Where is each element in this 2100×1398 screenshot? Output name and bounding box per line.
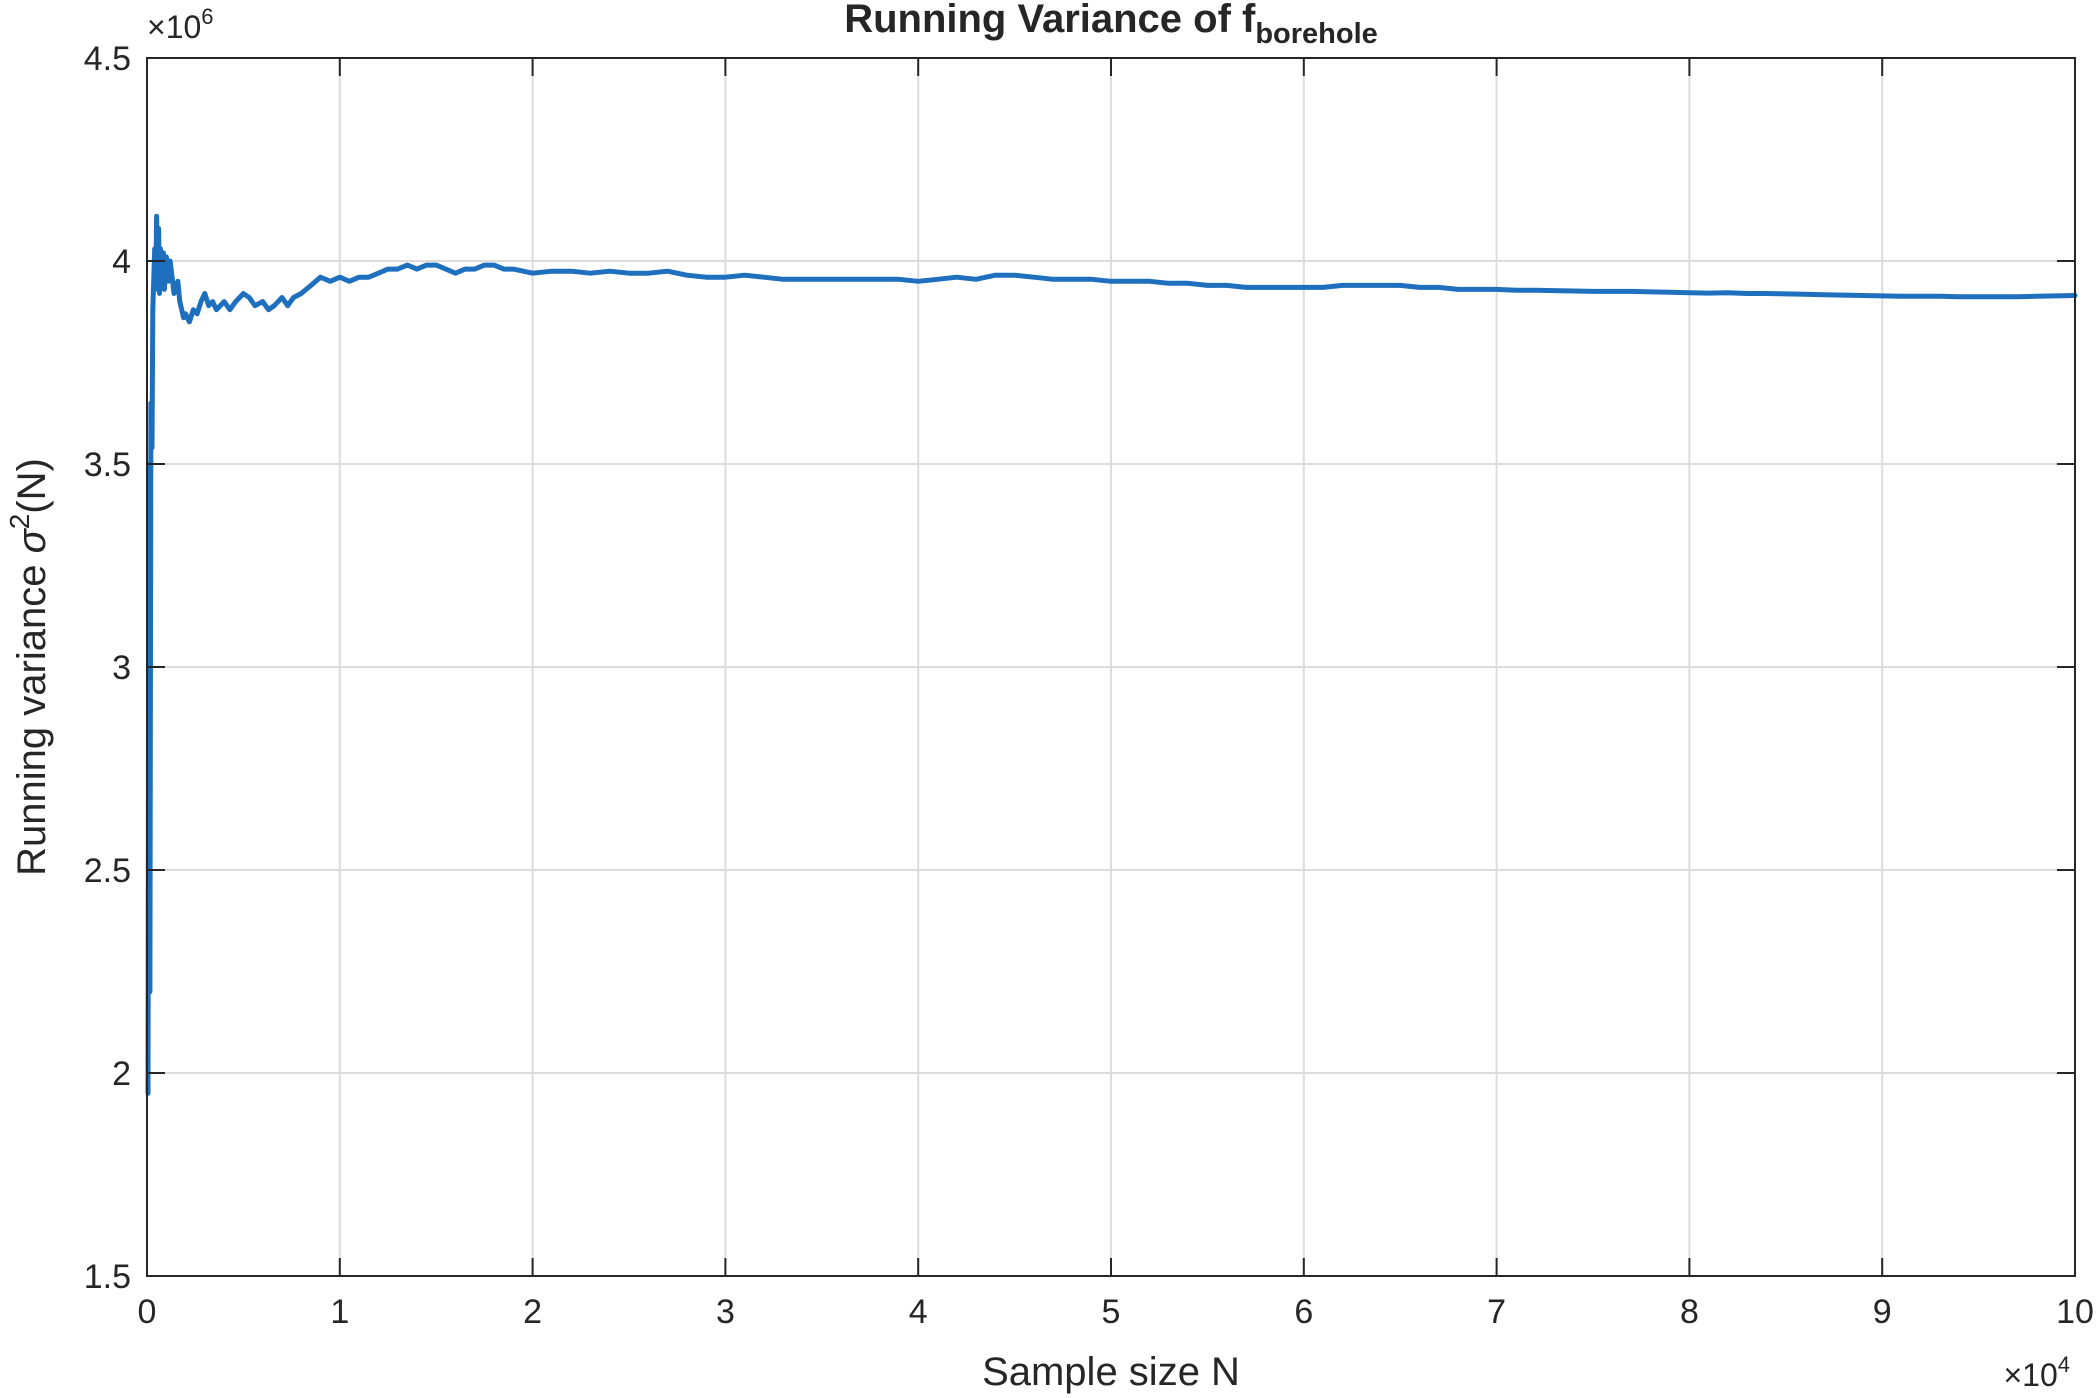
y-axis-label-superscript: 2 [4,514,35,530]
y-axis-multiplier: ×106 [147,4,214,45]
series-group [145,213,2078,1096]
tick-labels: 0 1 2 3 4 5 6 7 8 9 10 1.5 2 2.5 3 3.5 4 4.5 [84,40,2094,1331]
x-tick-label: 1 [330,1293,349,1331]
y-tick-label: 2 [112,1055,131,1093]
y-axis-label-prefix: Running variance [10,553,54,875]
x-tick-label: 0 [138,1293,157,1331]
chart-title-main: Running Variance of f [844,0,1256,41]
x-tick-label: 3 [716,1293,735,1331]
y-axis-label-symbol: σ [10,527,54,553]
x-tick-label: 9 [1873,1293,1892,1331]
x-tick-label: 6 [1294,1293,1313,1331]
x-multiplier-exponent: 4 [2058,1352,2070,1377]
y-tick-label: 4 [112,243,131,281]
tick-marks [146,57,2076,1277]
y-tick-label: 3.5 [84,446,131,484]
y-tick-label: 4.5 [84,40,131,78]
x-tick-label: 7 [1487,1293,1506,1331]
y-tick-label: 3 [112,649,131,687]
x-axis-multiplier: ×104 [2003,1352,2070,1393]
chart-title-subscript: borehole [1255,18,1377,50]
y-axis-label-suffix: (N) [10,458,54,514]
x-tick-label: 8 [1680,1293,1699,1331]
chart-title: Running Variance of fborehole [844,0,1378,50]
y-multiplier-exponent: 6 [201,4,213,29]
x-tick-label: 5 [1102,1293,1121,1331]
y-tick-label: 2.5 [84,852,131,890]
x-tick-label: 4 [909,1293,928,1331]
x-axis-label: Sample size N [982,1350,1240,1394]
y-axis-label: Running variance σ2(N) [4,458,54,876]
x-multiplier-base: ×10 [2003,1357,2057,1393]
y-multiplier-base: ×10 [147,9,201,45]
series-line-0 [145,213,2078,1096]
y-tick-label: 1.5 [84,1258,131,1296]
x-tick-label: 10 [2056,1293,2094,1331]
x-tick-label: 2 [523,1293,542,1331]
